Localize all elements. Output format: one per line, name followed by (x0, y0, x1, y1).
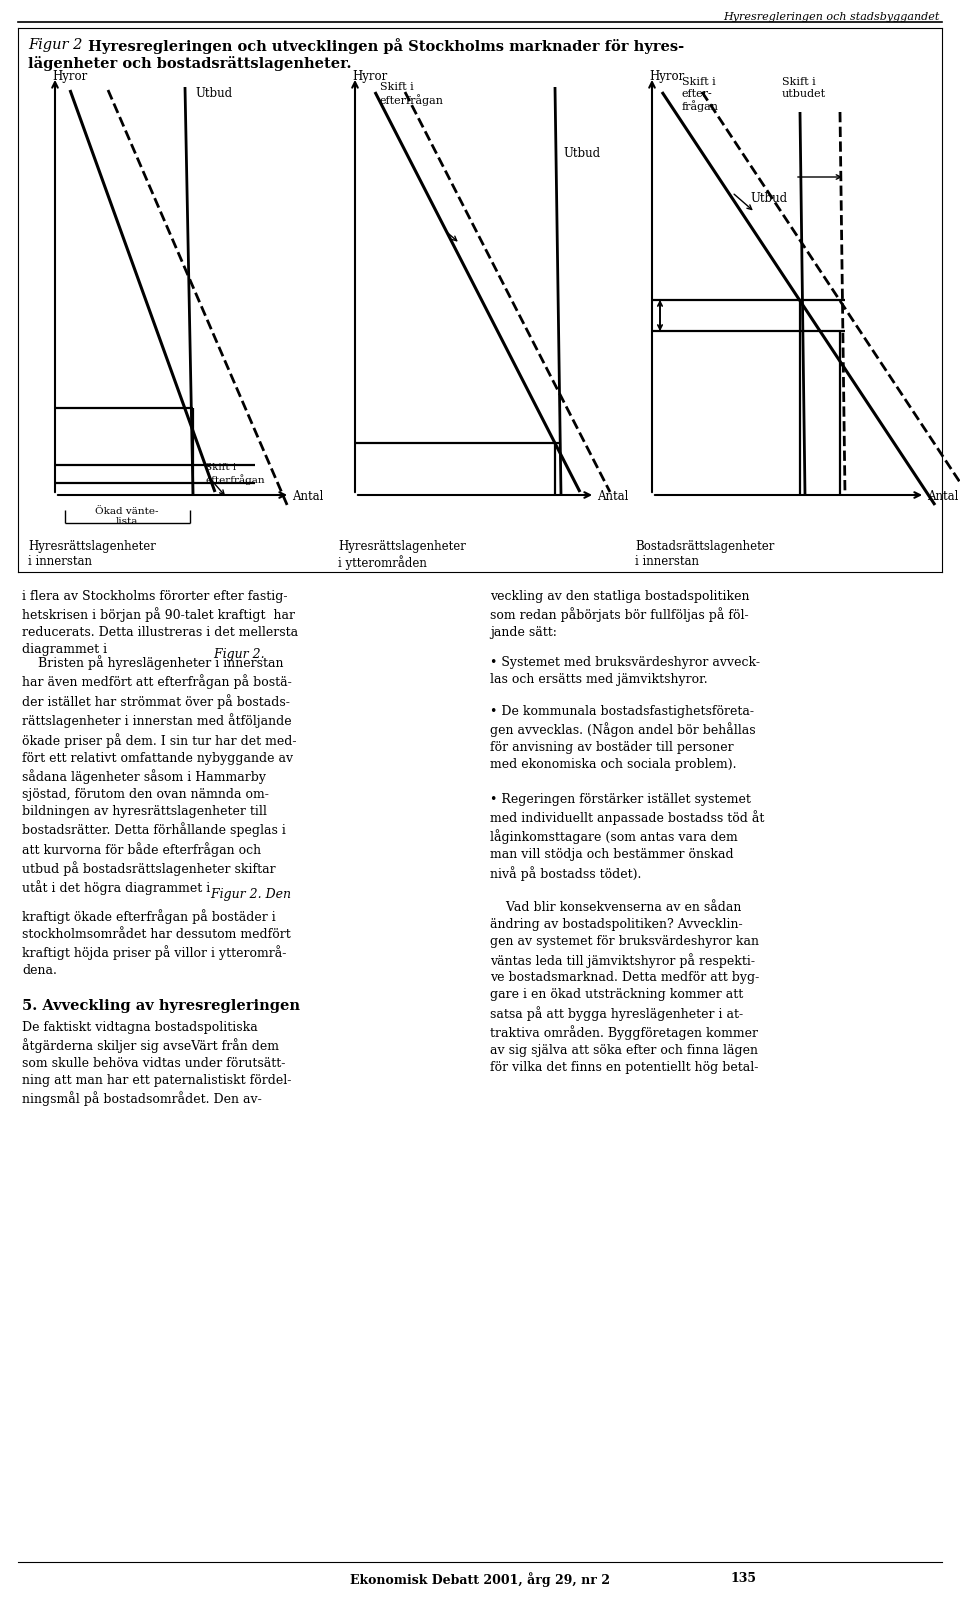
Text: • Systemet med bruksvärdeshyror avveck-
las och ersätts med jämviktshyror.: • Systemet med bruksvärdeshyror avveck- … (490, 656, 760, 687)
Text: Figur 2. Den: Figur 2. Den (207, 888, 291, 901)
Text: Figur 2: Figur 2 (28, 38, 83, 53)
Text: De faktiskt vidtagna bostadspolitiska
åtgärderna skiljer sig avseVärt från dem
s: De faktiskt vidtagna bostadspolitiska åt… (22, 1020, 292, 1107)
Text: Skift i
efterfrågan: Skift i efterfrågan (205, 463, 265, 484)
Text: • Regeringen förstärker istället systemet
med individuellt anpassade bostadss tö: • Regeringen förstärker istället systeme… (490, 792, 764, 880)
Text: Ökad vänte-
lista: Ökad vänte- lista (95, 506, 158, 525)
Text: Hyror: Hyror (352, 70, 387, 83)
Text: Utbud: Utbud (750, 192, 787, 204)
Text: veckling av den statliga bostadspolitiken
som redan påbörjats bör fullföljas på : veckling av den statliga bostadspolitike… (490, 589, 750, 639)
Text: Hyror: Hyror (649, 70, 684, 83)
Text: Utbud: Utbud (563, 147, 600, 160)
Text: Hyresregleringen och stadsbyggandet: Hyresregleringen och stadsbyggandet (724, 13, 940, 22)
Text: Hyresrättslagenheter
i innerstan: Hyresrättslagenheter i innerstan (28, 540, 156, 569)
Text: • De kommunala bostadsfastighetsföreta-
gen avvecklas. (Någon andel bör behållas: • De kommunala bostadsfastighetsföreta- … (490, 704, 756, 771)
Text: Ekonomisk Debatt 2001, årg 29, nr 2: Ekonomisk Debatt 2001, årg 29, nr 2 (350, 1571, 610, 1587)
Text: Utbud: Utbud (195, 86, 232, 101)
Text: Skift i
efterfrågan: Skift i efterfrågan (380, 81, 444, 105)
Text: i flera av Stockholms förorter efter fastig-
hetskrisen i början på 90-talet kra: i flera av Stockholms förorter efter fas… (22, 589, 299, 656)
Text: Figur 2.: Figur 2. (210, 648, 265, 661)
Text: Hyresregleringen och utvecklingen på Stockholms marknader för hyres-: Hyresregleringen och utvecklingen på Sto… (83, 38, 684, 54)
Text: Bostadsrättslagenheter
i innerstan: Bostadsrättslagenheter i innerstan (635, 540, 775, 569)
Text: 5. Avveckling av hyresregleringen: 5. Avveckling av hyresregleringen (22, 998, 300, 1012)
Text: kraftigt ökade efterfrågan på bostäder i
stockholmsområdet har dessutom medfört
: kraftigt ökade efterfrågan på bostäder i… (22, 909, 291, 977)
Text: Antal: Antal (597, 490, 629, 503)
Text: 135: 135 (730, 1571, 756, 1584)
Text: Vad blir konsekvenserna av en sådan
ändring av bostadspolitiken? Avvecklin-
gen : Vad blir konsekvenserna av en sådan ändr… (490, 901, 759, 1073)
Text: Hyresrättslagenheter
i ytterområden: Hyresrättslagenheter i ytterområden (338, 540, 466, 570)
Text: Antal: Antal (292, 490, 324, 503)
Text: Skift i
utbudet: Skift i utbudet (782, 77, 827, 99)
Text: Skift i
efter-
frågan: Skift i efter- frågan (682, 77, 719, 112)
Text: Antal: Antal (927, 490, 958, 503)
Text: Bristen på hyreslägenheter i innerstan
har även medfört att efterfrågan på bostä: Bristen på hyreslägenheter i innerstan h… (22, 655, 297, 896)
Text: Hyror: Hyror (52, 70, 87, 83)
Text: lägenheter och bostadsrättslagenheter.: lägenheter och bostadsrättslagenheter. (28, 56, 351, 70)
